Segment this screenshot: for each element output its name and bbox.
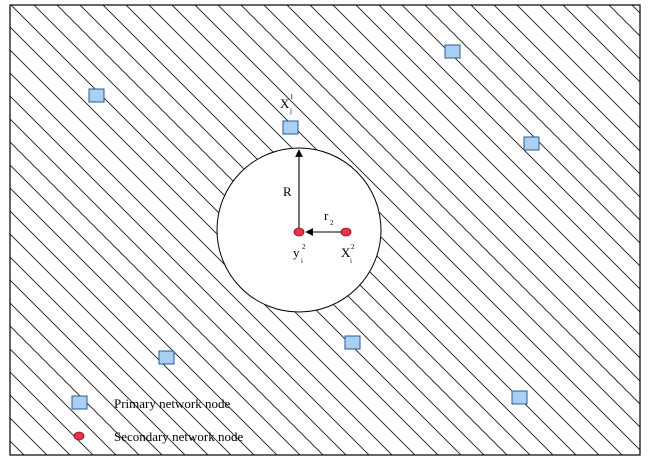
hatch-line bbox=[424, 5, 640, 221]
hatch-line bbox=[539, 5, 640, 106]
diagram-frame bbox=[9, 4, 641, 456]
legend: Primary network node Secondary network n… bbox=[71, 395, 243, 444]
hatch-line bbox=[10, 118, 347, 455]
hatch-line bbox=[10, 325, 140, 455]
hatch-line bbox=[355, 5, 640, 290]
secondary-node-xi bbox=[340, 227, 352, 237]
hatch-line bbox=[217, 5, 640, 428]
hatch-line bbox=[10, 233, 232, 455]
primary-node bbox=[523, 136, 540, 151]
hatch-line bbox=[608, 5, 640, 37]
hatch-line bbox=[401, 5, 640, 244]
hatch-line bbox=[10, 256, 209, 455]
hatch-line bbox=[102, 5, 554, 455]
hatch-line bbox=[10, 5, 462, 455]
hatch-line bbox=[148, 5, 600, 455]
hatch-line bbox=[562, 5, 640, 83]
hatch-line bbox=[0, 0, 16, 462]
hatch-line bbox=[10, 187, 278, 455]
label-xi-sub: i bbox=[350, 257, 352, 265]
hatch-line bbox=[309, 5, 640, 336]
primary-node bbox=[158, 350, 175, 365]
hatch-line bbox=[10, 26, 439, 455]
label-r-sub: 2 bbox=[330, 219, 334, 227]
hatch-line bbox=[332, 5, 640, 313]
label-yi-sub: i bbox=[301, 257, 303, 265]
hatch-line bbox=[10, 164, 301, 455]
hatch-line bbox=[585, 5, 640, 60]
hatch-line bbox=[10, 49, 416, 455]
label-xi-sup: 2 bbox=[351, 243, 355, 251]
hatch-line bbox=[10, 210, 255, 455]
label-xj-sup: 1 bbox=[290, 93, 294, 101]
legend-primary-icon bbox=[71, 395, 88, 410]
label-xj-sub: j bbox=[289, 107, 292, 115]
primary-node bbox=[88, 88, 105, 103]
label-R: R bbox=[283, 184, 292, 199]
legend-secondary-label: Secondary network node bbox=[114, 429, 243, 444]
hatch-line bbox=[56, 5, 508, 455]
hatch-line bbox=[286, 5, 640, 359]
secondary-nodes bbox=[293, 227, 352, 237]
label-r: r bbox=[324, 208, 329, 223]
hatch-line bbox=[263, 5, 640, 382]
hatch-line bbox=[171, 5, 623, 455]
hatch-line bbox=[10, 440, 25, 455]
hatch-line bbox=[33, 5, 485, 455]
hatch-line bbox=[10, 95, 370, 455]
exclusion-zone-circle bbox=[216, 147, 382, 313]
hatch-line bbox=[10, 72, 393, 455]
label-yi: y bbox=[293, 245, 300, 260]
hatch-line bbox=[470, 5, 640, 175]
secondary-node-yi bbox=[293, 227, 305, 237]
primary-node bbox=[511, 390, 528, 405]
primary-node bbox=[344, 335, 361, 350]
hatch-line bbox=[447, 5, 640, 198]
primary-node bbox=[282, 120, 299, 135]
hatch-line bbox=[516, 5, 640, 129]
primary-nodes bbox=[88, 44, 540, 405]
label-yi-sup: 2 bbox=[302, 243, 306, 251]
hatch-line bbox=[378, 5, 640, 267]
hatch-line bbox=[10, 141, 324, 455]
hatch-line bbox=[650, 0, 656, 462]
hatch-line bbox=[10, 371, 94, 455]
hatch-line bbox=[240, 5, 640, 405]
label-xj: X bbox=[280, 96, 290, 111]
hatch-line bbox=[631, 5, 640, 14]
hatch-line bbox=[10, 279, 186, 455]
label-xi: X bbox=[341, 245, 351, 260]
hatch-line bbox=[10, 348, 117, 455]
hatch-line bbox=[493, 5, 640, 152]
hatch-line bbox=[10, 302, 163, 455]
hatch-line bbox=[10, 394, 71, 455]
hatch-line bbox=[194, 5, 640, 451]
legend-primary-label: Primary network node bbox=[114, 396, 230, 411]
primary-node bbox=[444, 44, 461, 59]
legend-secondary-icon bbox=[73, 431, 85, 441]
